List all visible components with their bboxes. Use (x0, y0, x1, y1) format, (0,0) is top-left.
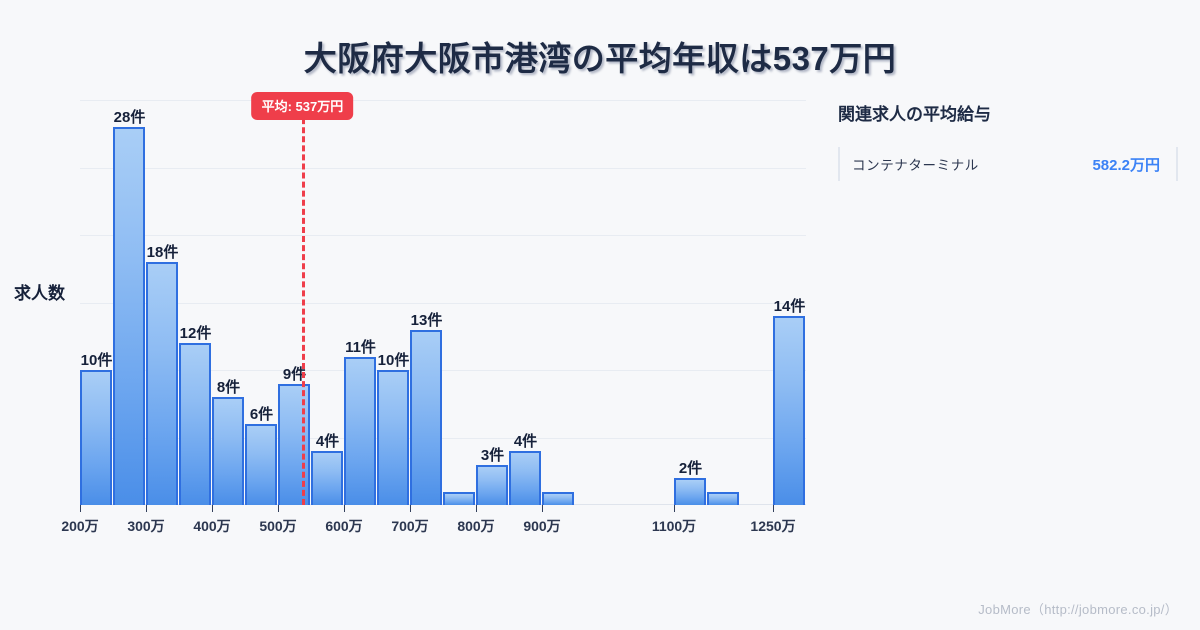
bar-value-label: 28件 (113, 109, 146, 126)
bar-series: 10件 28件 18件 12件 8件 6件 9件 4件 11件 10件 13件 3件 4件 2件 14件 (80, 100, 806, 505)
bar-value-label: 14件 (773, 298, 806, 315)
bar (212, 397, 244, 505)
bar (410, 329, 442, 505)
gridline (80, 437, 806, 439)
x-axis-tick-label: 800万 (457, 518, 495, 534)
x-axis-tick-label: 400万 (193, 518, 231, 534)
bar-value-label: 18件 (146, 244, 179, 261)
bar (245, 424, 277, 505)
x-axis-tick (278, 505, 279, 512)
gridline (80, 302, 806, 304)
bar-value-label: 12件 (179, 325, 212, 342)
x-axis-tick (212, 505, 213, 512)
x-axis-tick-label: 300万 (127, 518, 165, 534)
bar-value-label: 4件 (315, 433, 340, 450)
x-axis-tick (410, 505, 411, 512)
x-axis-tick-label: 900万 (523, 518, 561, 534)
bar (443, 491, 475, 505)
page-title: 大阪府大阪市港湾の平均年収は537万円 (303, 40, 897, 77)
bar-value-label: 2件 (678, 460, 703, 477)
related-job-name: コンテナターミナル (852, 158, 979, 173)
bar-value-label: 3件 (480, 446, 505, 464)
bar-value-label: 10件 (377, 352, 410, 369)
x-axis-tick-label: 700万 (391, 518, 429, 534)
related-jobs-heading: 関連求人の平均給与 (838, 105, 991, 124)
x-axis-tick (476, 505, 477, 512)
bar-value-label: 9件 (282, 365, 307, 383)
related-job-row: コンテナターミナル 582.2万円 (838, 147, 1178, 181)
x-axis-tick-label: 500万 (259, 518, 297, 534)
y-axis-label: 求人数 (14, 284, 65, 303)
x-axis-tick (674, 505, 675, 512)
bar (377, 370, 409, 505)
x-axis-tick-label: 200万 (61, 518, 99, 534)
related-jobs-list: コンテナターミナル 582.2万円 (838, 147, 1178, 181)
bar (674, 478, 706, 505)
chart-panel: 求人数 10件 28件 18件 12件 8件 6件 9件 4件 11件 10件 13件 3件 4件 2件 1… (0, 92, 820, 545)
bar (476, 464, 508, 505)
gridline (80, 235, 806, 236)
bar-value-label: 10件 (80, 352, 113, 369)
bar (113, 127, 145, 505)
bar (344, 356, 376, 505)
bar-value-label: 4件 (513, 433, 538, 450)
bar (179, 343, 211, 505)
x-axis-tick (542, 505, 543, 512)
x-axis-tick-label: 600万 (325, 518, 363, 534)
bar (773, 316, 805, 505)
x-axis-tick-label: 1100万 (651, 518, 697, 534)
gridline (80, 370, 806, 371)
bar (80, 370, 112, 505)
watermark: JobMore（http://jobmore.co.jp/） (978, 602, 1178, 617)
x-axis-tick (344, 505, 345, 512)
related-job-salary: 582.2万円 (1092, 156, 1160, 174)
bar-value-label: 13件 (410, 311, 443, 329)
plot-area: 10件 28件 18件 12件 8件 6件 9件 4件 11件 10件 13件 3件 4件 2件 14件 平… (61, 92, 806, 534)
bar (311, 451, 343, 505)
gridline (80, 100, 806, 101)
x-axis-tick (773, 505, 774, 512)
average-badge: 平均: 537万円 (251, 92, 354, 120)
bar-value-label: 6件 (249, 406, 274, 423)
x-axis-tick (146, 505, 147, 512)
x-axis-tick (80, 505, 81, 512)
bar (146, 262, 178, 505)
related-jobs-panel: 関連求人の平均給与 コンテナターミナル 582.2万円 (838, 100, 1178, 181)
gridline (80, 167, 806, 169)
bar-value-label: 8件 (216, 379, 241, 396)
x-axis-tick-label: 1250万 (750, 518, 796, 534)
bar (509, 451, 541, 505)
bar-value-label: 11件 (345, 338, 376, 356)
average-line (302, 100, 306, 505)
bar (542, 491, 574, 505)
bar (707, 491, 739, 505)
